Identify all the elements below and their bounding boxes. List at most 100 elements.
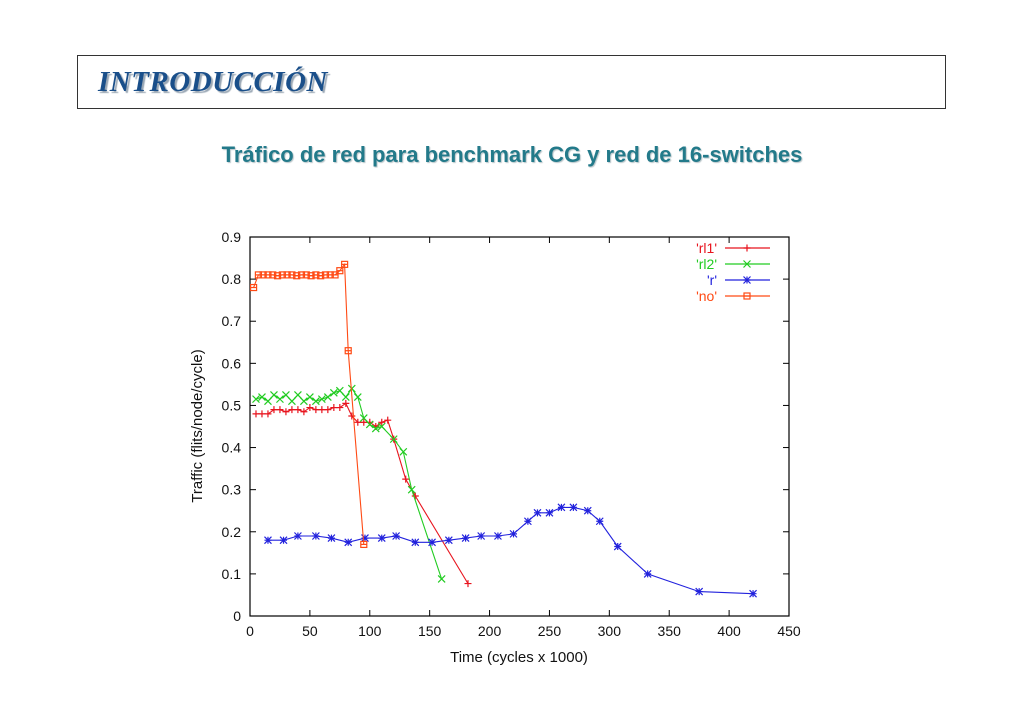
chart-legend: 'rl1''rl2''r''no' xyxy=(696,240,770,304)
legend-label: 'rl2' xyxy=(696,256,717,272)
data-point-cross xyxy=(276,395,284,404)
data-point-plus xyxy=(264,410,272,418)
data-point-star xyxy=(743,276,751,284)
data-point-cross xyxy=(371,424,380,433)
data-point-plus xyxy=(294,406,302,414)
data-point-cross xyxy=(299,397,308,406)
data-point-cross xyxy=(365,420,374,429)
data-point-plus xyxy=(464,580,472,588)
data-point-star xyxy=(392,532,401,540)
data-point-cross xyxy=(359,414,368,423)
data-point-plus xyxy=(411,492,419,500)
y-tick-label: 0.5 xyxy=(222,397,242,413)
data-point-star xyxy=(509,529,518,538)
y-tick-label: 0.7 xyxy=(222,313,242,329)
data-point-cross xyxy=(389,435,398,444)
data-point-star xyxy=(377,534,386,543)
data-point-star xyxy=(557,503,566,512)
data-point-star xyxy=(444,536,453,545)
series-2 xyxy=(264,503,757,598)
data-point-cross xyxy=(437,575,446,583)
x-tick-label: 150 xyxy=(418,623,442,639)
data-point-plus xyxy=(330,404,338,412)
data-point-star xyxy=(533,508,542,517)
data-point-cross xyxy=(305,393,314,401)
chart-series xyxy=(249,260,757,598)
data-point-cross xyxy=(252,395,260,404)
data-point-plus xyxy=(348,412,356,420)
data-point-cross xyxy=(399,447,408,456)
data-point-plus xyxy=(360,418,368,426)
x-axis-label: Time (cycles x 1000) xyxy=(450,649,588,666)
header-box: INTRODUCCIÓN xyxy=(77,55,946,109)
data-point-star xyxy=(494,532,502,540)
series-0 xyxy=(252,399,472,588)
data-point-cross xyxy=(264,397,272,406)
x-tick-label: 250 xyxy=(538,623,562,639)
data-point-star xyxy=(583,506,592,515)
legend-label: 'r' xyxy=(707,272,717,288)
plot-frame xyxy=(249,236,790,617)
data-point-cross xyxy=(377,422,386,431)
data-point-plus xyxy=(312,406,320,414)
series-line xyxy=(256,402,469,584)
data-point-plus xyxy=(270,406,278,414)
series-3 xyxy=(249,260,368,549)
data-point-plus xyxy=(384,416,392,424)
data-point-star xyxy=(477,532,486,540)
data-point-cross xyxy=(353,393,362,401)
data-point-star xyxy=(595,517,604,526)
data-point-star xyxy=(643,569,652,578)
data-point-cross xyxy=(329,388,338,397)
data-point-plus xyxy=(378,418,386,426)
data-point-plus xyxy=(258,410,266,418)
y-tick-label: 0.4 xyxy=(222,440,242,456)
x-tick-label: 50 xyxy=(302,623,318,639)
legend-label: 'rl1' xyxy=(696,240,717,256)
data-point-star xyxy=(523,517,532,526)
data-point-cross xyxy=(287,397,296,406)
data-point-cross xyxy=(347,384,356,393)
data-point-plus xyxy=(306,404,314,412)
x-tick-label: 0 xyxy=(246,623,254,639)
legend-label: 'no' xyxy=(696,288,717,304)
data-point-cross xyxy=(341,393,350,401)
data-point-star xyxy=(613,542,622,551)
data-point-star xyxy=(545,508,554,517)
data-point-plus xyxy=(318,406,326,414)
data-point-cross xyxy=(258,393,266,401)
data-point-star xyxy=(344,538,353,547)
data-point-plus xyxy=(336,404,344,412)
series-line xyxy=(253,262,365,545)
data-point-cross xyxy=(293,390,302,399)
data-point-star xyxy=(695,587,704,596)
data-point-cross xyxy=(311,397,320,406)
series-1 xyxy=(252,384,446,583)
data-point-cross xyxy=(323,393,332,401)
data-point-cross xyxy=(743,260,751,268)
page-title: INTRODUCCIÓN xyxy=(98,66,328,98)
data-point-cross xyxy=(270,390,278,399)
series-line xyxy=(268,506,754,595)
data-point-cross xyxy=(282,390,290,399)
y-tick-label: 0 xyxy=(233,608,241,624)
x-tick-label: 450 xyxy=(777,623,801,639)
y-tick-label: 0.3 xyxy=(222,482,242,498)
data-point-star xyxy=(411,538,420,547)
chart-axes: 0 50 100 150 200 250 300 350 400 450 0 0.1 0.2 0.3 0.4… xyxy=(222,229,801,639)
data-point-plus xyxy=(342,399,350,407)
y-tick-label: 0.1 xyxy=(222,566,242,582)
y-tick-label: 0.9 xyxy=(222,229,242,245)
y-tick-label: 0.2 xyxy=(222,524,242,540)
data-point-star xyxy=(293,532,302,540)
y-tick-label: 0.6 xyxy=(222,355,242,371)
x-tick-label: 300 xyxy=(598,623,622,639)
data-point-plus xyxy=(300,408,308,416)
x-tick-label: 350 xyxy=(658,623,682,639)
x-tick-label: 400 xyxy=(717,623,741,639)
data-point-star xyxy=(311,532,320,540)
data-point-star xyxy=(327,534,336,543)
data-point-star xyxy=(264,536,272,545)
y-tick-label: 0.8 xyxy=(222,271,242,287)
